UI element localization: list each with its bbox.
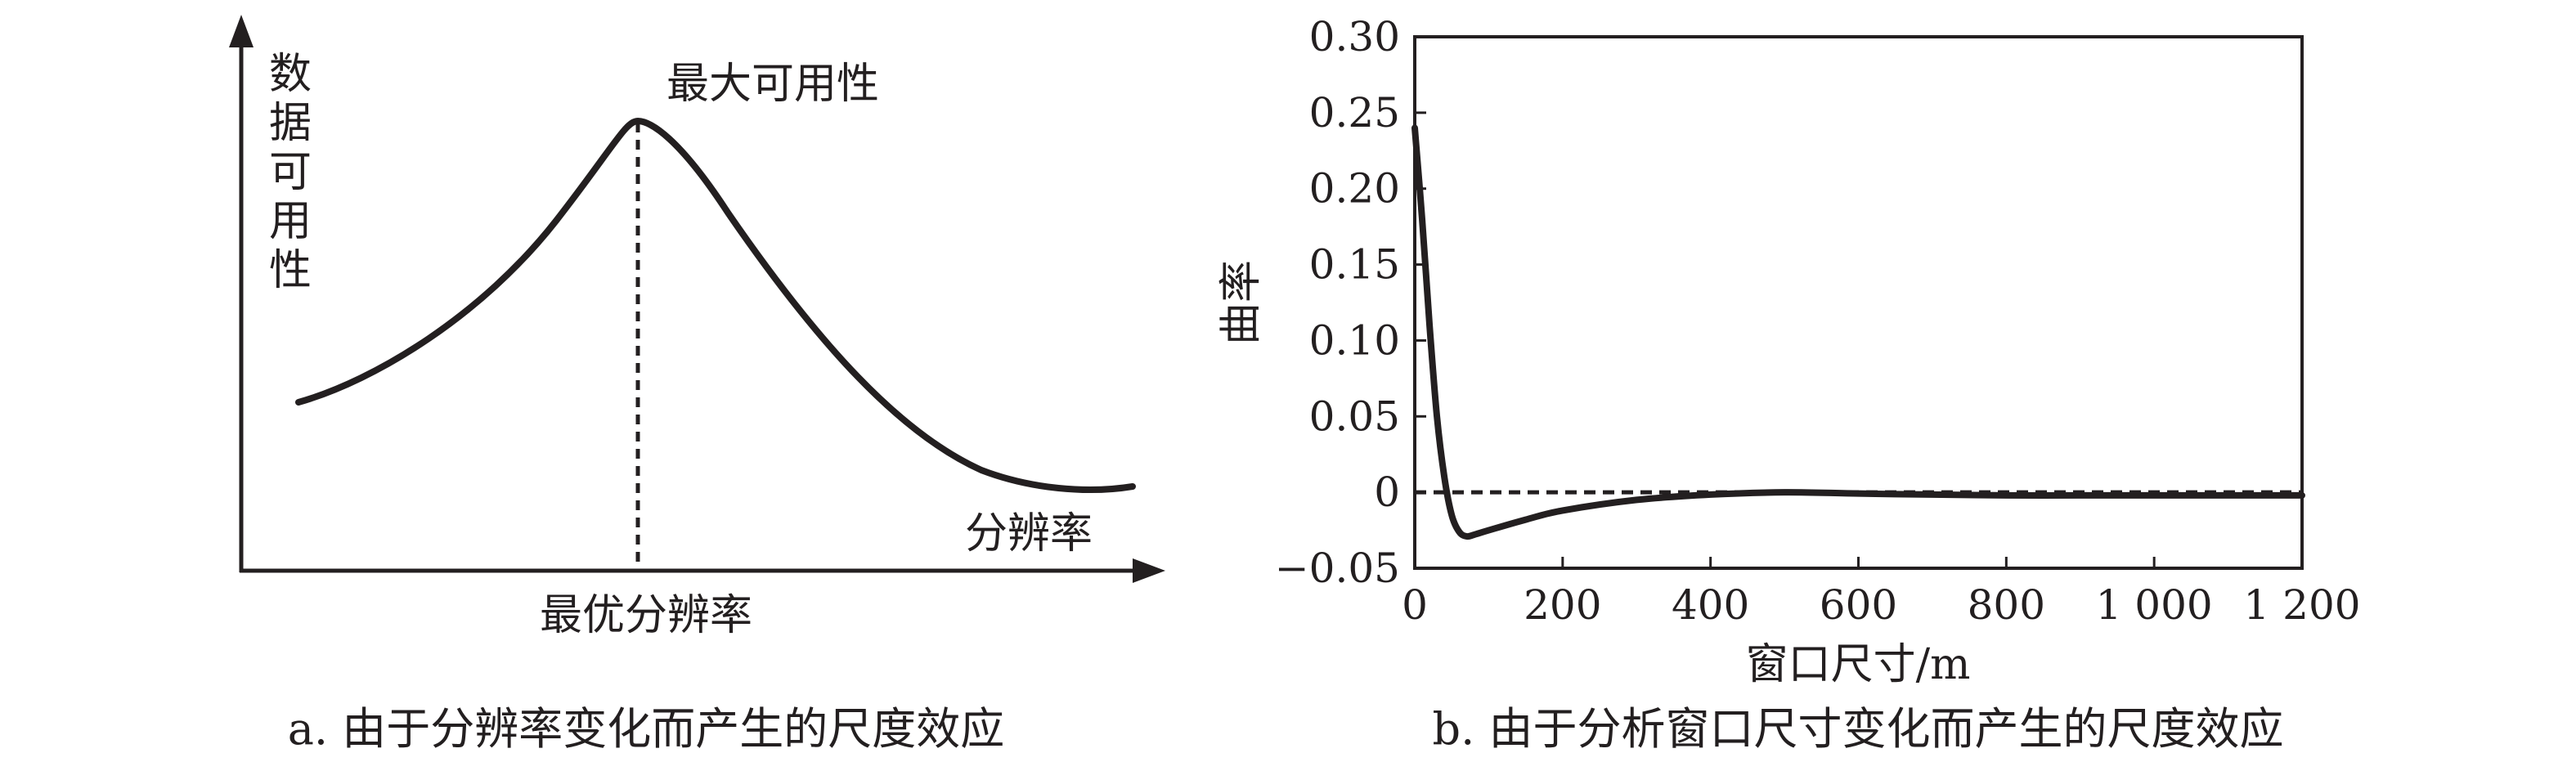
y-axis-arrow-a (229, 15, 254, 47)
curvature-series-line (1411, 124, 2305, 540)
x-tick-label: 0 (1402, 581, 1428, 629)
peak-label: 最大可用性 (666, 60, 879, 109)
x-tick-label: 1 000 (2096, 581, 2213, 629)
optimum-label: 最优分辨率 (540, 591, 752, 640)
caption-a: a. 由于分辨率变化而产生的尺度效应 (288, 703, 1005, 755)
y-axis-label-b: 曲率 (1217, 260, 1266, 345)
plot-frame-b (1413, 35, 2304, 570)
x-tick-label: 600 (1820, 581, 1897, 629)
y-tick-label: −0.05 (1275, 545, 1400, 592)
y-tick-label: 0.10 (1309, 316, 1400, 364)
x-tick-label: 400 (1672, 581, 1749, 629)
y-tick-label: 0.20 (1309, 165, 1400, 213)
x-axis-label-b: 窗口尺寸/m (1746, 640, 1971, 689)
y-axis-label-a: 数据可用性 (269, 50, 312, 295)
caption-b: b. 由于分析窗口尺寸变化而产生的尺度效应 (1433, 703, 2284, 755)
x-axis-arrow-a (1133, 558, 1165, 583)
y-tick-label: 0.05 (1309, 392, 1400, 440)
x-tick-label: 1 200 (2243, 581, 2360, 629)
x-axis-label-a: 分辨率 (965, 509, 1093, 558)
y-tick-label: 0.30 (1309, 13, 1400, 61)
panel-b: 0 200 400 600 800 1 000 1 200 0.30 0.25 0.20 0.15 0… (1217, 13, 2361, 755)
ticks-b: 0 200 400 600 800 1 000 1 200 0.30 0.25 0.20 0.15 0… (1275, 13, 2361, 629)
panel-a: 数据可用性 最大可用性 分辨率 最优分辨率 a. 由于分辨率变化而产生的尺度效应 (229, 15, 1165, 755)
y-tick-label: 0.15 (1309, 241, 1400, 289)
x-tick-label: 800 (1968, 581, 2045, 629)
y-tick-label: 0 (1374, 468, 1400, 516)
x-tick-label: 200 (1524, 581, 1601, 629)
y-tick-label: 0.25 (1309, 89, 1400, 137)
utility-curve (295, 117, 1136, 493)
